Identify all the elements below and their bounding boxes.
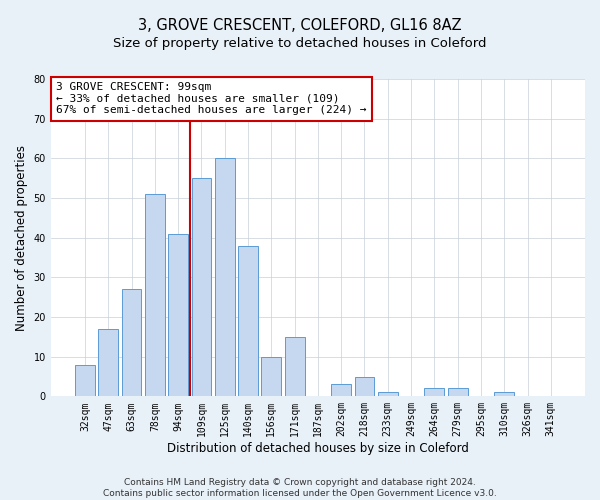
Bar bbox=[448, 388, 467, 396]
Bar bbox=[378, 392, 398, 396]
Bar bbox=[122, 289, 142, 397]
Bar bbox=[191, 178, 211, 396]
Bar bbox=[75, 364, 95, 396]
Bar bbox=[262, 356, 281, 397]
Bar bbox=[168, 234, 188, 396]
Bar bbox=[494, 392, 514, 396]
Bar bbox=[424, 388, 444, 396]
Bar bbox=[331, 384, 351, 396]
Text: 3, GROVE CRESCENT, COLEFORD, GL16 8AZ: 3, GROVE CRESCENT, COLEFORD, GL16 8AZ bbox=[138, 18, 462, 32]
Bar bbox=[355, 376, 374, 396]
X-axis label: Distribution of detached houses by size in Coleford: Distribution of detached houses by size … bbox=[167, 442, 469, 455]
Bar bbox=[215, 158, 235, 396]
Text: Size of property relative to detached houses in Coleford: Size of property relative to detached ho… bbox=[113, 38, 487, 51]
Bar bbox=[145, 194, 165, 396]
Y-axis label: Number of detached properties: Number of detached properties bbox=[15, 144, 28, 330]
Text: Contains HM Land Registry data © Crown copyright and database right 2024.
Contai: Contains HM Land Registry data © Crown c… bbox=[103, 478, 497, 498]
Bar bbox=[98, 329, 118, 396]
Text: 3 GROVE CRESCENT: 99sqm
← 33% of detached houses are smaller (109)
67% of semi-d: 3 GROVE CRESCENT: 99sqm ← 33% of detache… bbox=[56, 82, 367, 116]
Bar bbox=[285, 337, 305, 396]
Bar bbox=[238, 246, 258, 396]
